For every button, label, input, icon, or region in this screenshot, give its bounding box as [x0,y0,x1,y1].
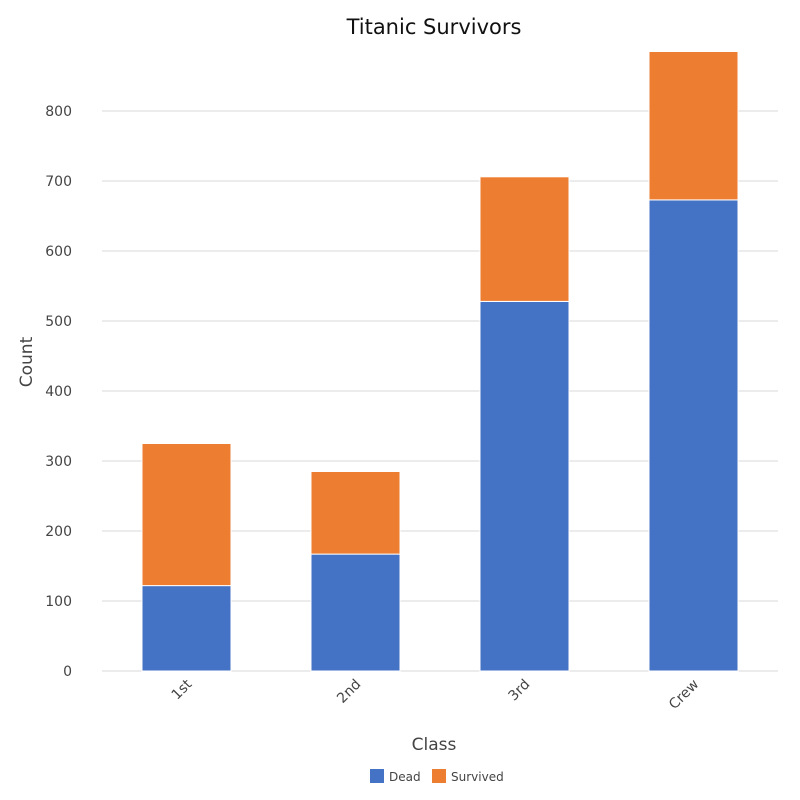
y-tick-label: 300 [45,454,72,470]
legend-swatch-dead [370,769,384,783]
chart-title: Titanic Survivors [346,15,522,39]
y-tick-label: 400 [45,384,72,400]
legend-label-survived: Survived [451,770,504,784]
x-tick-label: 1st [169,676,196,703]
legend-swatch-survived [432,769,446,783]
x-axis-title: Class [412,735,457,755]
y-tick-label: 800 [45,104,72,120]
bar-survived-3rd [479,176,570,302]
y-tick-label: 0 [63,664,72,680]
bars [141,51,739,672]
x-tick-label: 2nd [334,677,364,707]
x-tick-label: 3rd [506,677,534,705]
bar-dead-crew [648,199,739,672]
bar-dead-2nd [310,553,401,672]
x-tick-label: Crew [666,677,702,713]
y-tick-label: 200 [45,524,72,540]
x-tick-labels: 1st 2nd 3rd Crew [169,676,703,713]
bar-survived-1st [141,443,232,587]
y-tick-label: 500 [45,314,72,330]
bar-dead-3rd [479,300,570,672]
y-tick-labels: 0 100 200 300 400 500 600 700 800 [45,104,72,680]
legend: Dead Survived [370,769,504,784]
y-axis-title: Count [17,336,37,387]
y-tick-label: 600 [45,244,72,260]
bar-survived-2nd [310,471,401,555]
y-tick-label: 100 [45,594,72,610]
y-tick-label: 700 [45,174,72,190]
bar-survived-crew [648,51,739,201]
legend-label-dead: Dead [389,770,421,784]
bar-dead-1st [141,585,232,672]
